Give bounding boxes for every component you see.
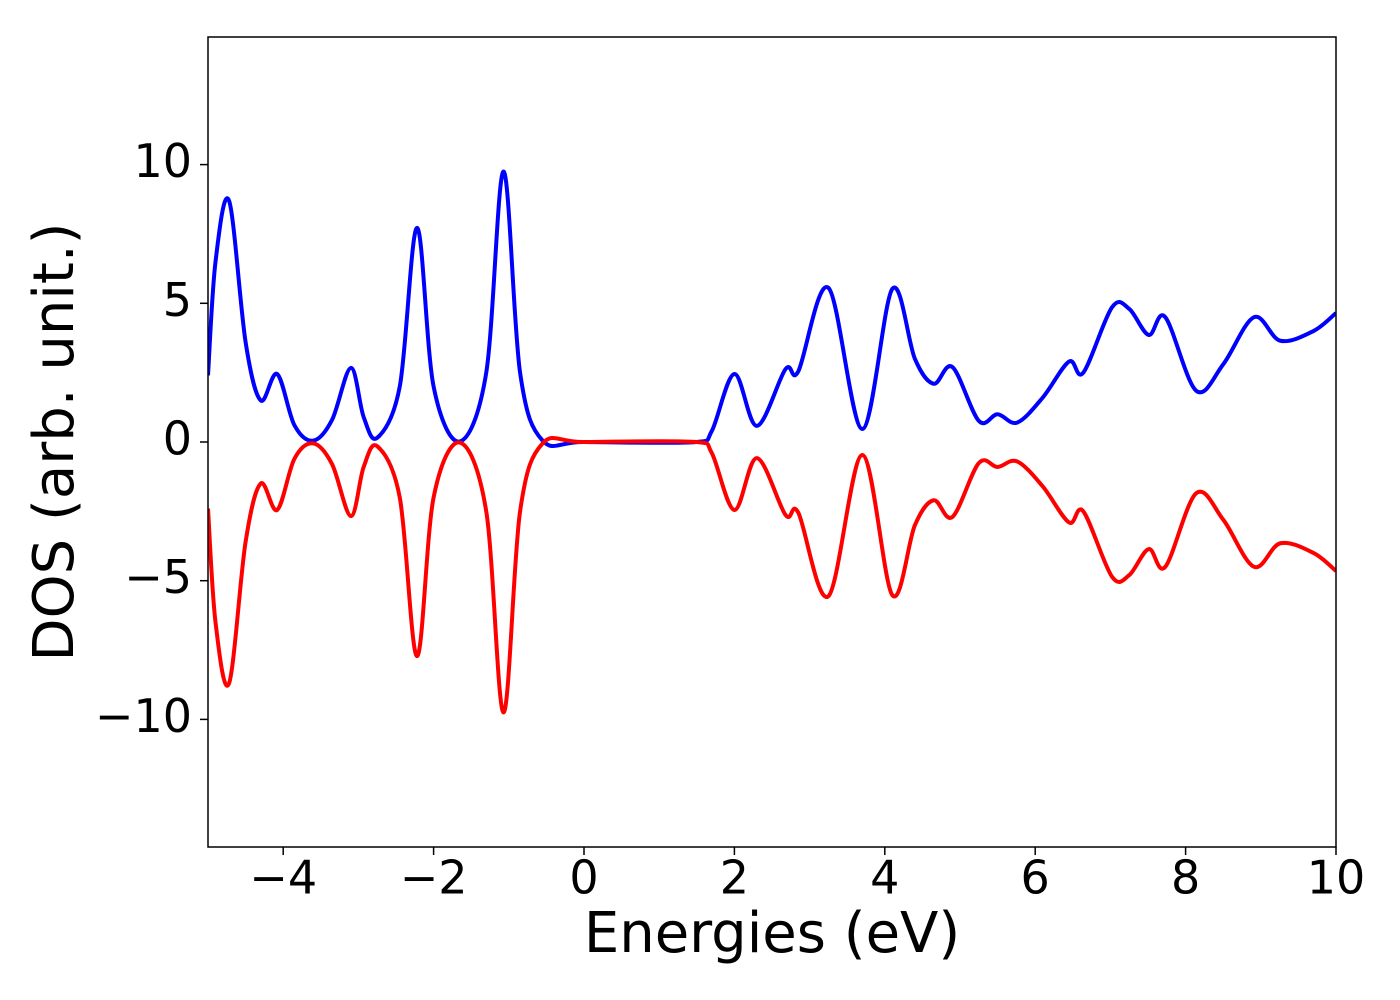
plot-frame bbox=[207, 36, 1337, 848]
x-tick-label: 4 bbox=[870, 851, 899, 905]
dos-line bbox=[208, 435, 1336, 715]
x-tick-label: 2 bbox=[720, 851, 749, 905]
x-tick-label: −2 bbox=[400, 851, 468, 905]
y-tick-label: −10 bbox=[95, 689, 192, 743]
x-tick-label: 6 bbox=[1021, 851, 1050, 905]
y-tick-label: 5 bbox=[163, 273, 192, 327]
y-tick-label: −5 bbox=[124, 550, 192, 604]
y-tick-label: 0 bbox=[163, 412, 192, 466]
dos-line bbox=[208, 169, 1336, 449]
x-tick-label: 10 bbox=[1307, 851, 1366, 905]
x-tick-label: 0 bbox=[569, 851, 598, 905]
x-tick-label: −4 bbox=[249, 851, 317, 905]
x-tick-label: 8 bbox=[1171, 851, 1200, 905]
y-axis-label: DOS (arb. unit.) bbox=[22, 222, 87, 661]
x-axis-label: Energies (eV) bbox=[584, 901, 960, 966]
y-tick-label: 10 bbox=[133, 134, 192, 188]
